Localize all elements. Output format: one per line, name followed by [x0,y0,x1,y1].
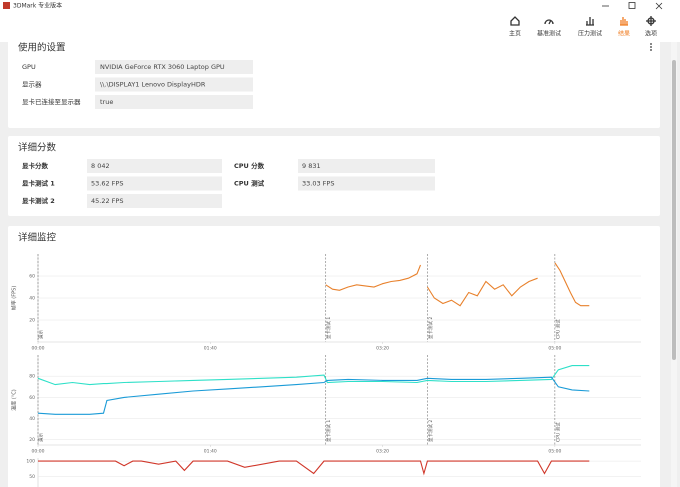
x-tick-label: 01:40 [204,346,217,352]
value-box [95,95,253,109]
x-tick-label: 03:20 [376,449,389,455]
x-tick-label: 00:00 [32,346,45,352]
series-line [38,460,590,476]
marker-label: 显卡测试 2 [427,317,434,339]
section-title: 使用的设置 [18,42,66,54]
score-label: 显卡测试 2 [22,196,55,205]
value-box [95,77,253,92]
score-label: 显卡分数 [22,161,49,170]
app-icon [3,2,10,9]
y-tick-label: 60 [29,395,35,401]
x-tick-label: 05:00 [548,449,561,455]
value-box [87,159,222,173]
score-value: 33.03 FPS [302,180,334,188]
y-tick-label: 80 [29,374,35,380]
nav-icon[interactable] [620,17,628,26]
x-tick-label: 01:40 [204,449,217,455]
x-tick-label: 05:00 [548,346,561,352]
score-value: 53.62 FPS [91,180,123,188]
content: GPU NVIDIA GeForce RTX 3060 Laptop GPU 显示器… [11,60,641,487]
nav-item[interactable]: 基准测试 [537,30,561,38]
scrollbar-thumb[interactable] [672,60,676,360]
y-tick-label: 50 [29,474,35,480]
marker-label: 显卡测试 2 [427,420,434,442]
marker-label: 显卡测试 1 [325,317,332,339]
series-line [37,376,590,415]
setting-label: GPU [22,63,36,71]
series-line [325,262,590,307]
value-box [298,176,435,191]
setting-value: NVIDIA GeForce RTX 3060 Laptop GPU [100,63,225,71]
y-tick-label: 40 [29,296,35,302]
score-label: CPU 测试 [234,179,265,188]
value-box [298,159,435,173]
nav-icon[interactable] [586,17,594,26]
nav-item[interactable]: 结果 [618,30,630,38]
y-axis-title: 帧率 (FPS) [11,286,18,311]
setting-label: 显卡已连接至显示器 [22,97,81,106]
y-tick-label: 40 [29,416,35,422]
section-title: 详细分数 [18,142,57,154]
x-tick-label: 03:20 [376,346,389,352]
setting-value: true [100,98,113,106]
marker-label: 演示 [38,433,45,442]
close-button[interactable] [655,2,663,10]
score-label: CPU 分数 [234,161,265,170]
monitor-card [8,226,660,487]
section-title: 详细监控 [18,232,57,244]
marker-label: 显卡测试 1 [325,420,332,442]
nav-icon[interactable] [510,16,520,26]
value-box [95,60,253,74]
monitor-chart: 20 40 60 00:00 01:40 03:20 05:00 帧率 (FPS) 演示 显卡测试… [11,254,641,352]
nav-item[interactable]: 主页 [509,30,521,38]
header [0,0,680,42]
y-tick-label: 100 [26,459,35,465]
value-box [87,194,222,208]
more-menu[interactable] [650,43,652,51]
marker-label: CPU 测试 [554,319,561,339]
y-axis-title: 温度 (°C) [11,389,18,411]
y-tick-label: 60 [29,274,35,280]
score-value: 9 831 [302,162,321,170]
x-tick-label: 00:00 [32,449,45,455]
marker-label: CPU 测试 [554,422,561,442]
nav-bar: 主页 基准测试 压力测试 结果 选项 [509,16,657,38]
setting-value: \\.\DISPLAY1 Lenovo DisplayHDR [100,81,206,89]
marker-label: 演示 [38,330,45,339]
monitor-chart: 50 100 [26,458,641,487]
value-box [87,176,222,191]
y-tick-label: 20 [29,437,35,443]
nav-item[interactable]: 选项 [645,30,657,38]
score-label: 显卡测试 1 [22,179,55,188]
nav-item[interactable]: 压力测试 [578,30,602,38]
maximize-button[interactable] [628,2,636,9]
nav-icon[interactable] [646,16,656,26]
series-line [37,365,590,386]
nav-icon[interactable] [544,19,554,25]
monitor-chart: 20 40 60 80 00:00 01:40 03:20 05:00 温度 (°C) 演示 显卡测… [11,355,641,455]
window-title: 3DMark 专业版本 [13,2,62,10]
setting-label: 显示器 [22,81,42,89]
y-tick-label: 20 [29,318,35,324]
score-value: 8 042 [91,162,110,170]
score-value: 45.22 FPS [91,197,123,205]
